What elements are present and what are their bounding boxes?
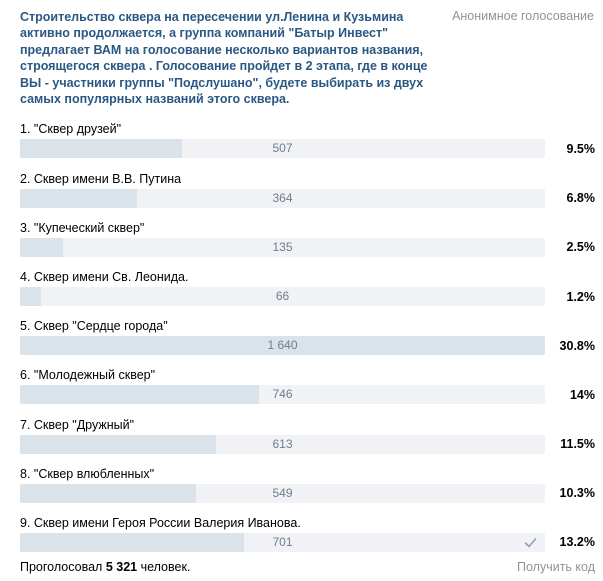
poll-option-label: 3. "Купеческий сквер": [20, 220, 145, 235]
poll-option-bar[interactable]: 613: [20, 434, 545, 454]
poll-option-count: 549: [272, 485, 293, 500]
poll-option-bar-fill: [20, 434, 217, 454]
poll-option[interactable]: 1. "Сквер друзей" 507 9.5%: [20, 121, 595, 170]
poll-type-label: Анонимное голосование: [452, 9, 594, 23]
poll-option-bar-fill: [20, 188, 137, 208]
poll-option-count: 613: [272, 436, 293, 451]
poll-header: Строительство сквера на пересечении ул.Л…: [20, 0, 595, 107]
voters-suffix: человек.: [140, 560, 191, 574]
poll-option-bar-fill: [20, 336, 545, 356]
poll-option-count: 1 640: [267, 338, 298, 353]
poll-option-label: 7. Сквер "Дружный": [20, 417, 135, 432]
poll-options: 1. "Сквер друзей" 507 9.5% 2. Сквер имени В…: [20, 121, 595, 564]
poll-question: Строительство сквера на пересечении ул.Л…: [20, 10, 428, 107]
check-icon: [524, 538, 537, 548]
poll-option-count: 507: [272, 141, 293, 156]
poll-option-row: 701 13.2%: [20, 532, 595, 552]
poll-option-bar[interactable]: 364: [20, 188, 545, 208]
poll-option-row: 66 1.2%: [20, 287, 595, 306]
poll-option[interactable]: 9. Сквер имени Героя России Валерия Иван…: [20, 515, 595, 564]
poll-option-percent: 6.8%: [566, 191, 596, 206]
poll-option[interactable]: 8. "Сквер влюбленных" 549 10.3%: [20, 466, 595, 515]
poll-option-count: 135: [272, 239, 293, 254]
poll-option-bar-fill: [20, 483, 196, 503]
poll-option-label: 2. Сквер имени В.В. Путина: [20, 171, 182, 186]
get-code-link[interactable]: Получить код: [517, 560, 595, 574]
poll-option[interactable]: 4. Сквер имени Св. Леонида. 66 1.2%: [20, 269, 595, 318]
poll-option-percent: 10.3%: [559, 486, 595, 501]
poll-option-count: 66: [275, 289, 290, 303]
voters-total: Проголосовал 5 321 человек.: [20, 560, 190, 574]
poll-option-percent: 11.5%: [560, 437, 595, 452]
poll-option-bar-fill: [20, 532, 245, 552]
poll-option-bar[interactable]: 135: [20, 237, 545, 257]
poll-option[interactable]: 5. Сквер "Сердце города" 1 640 30.8%: [20, 318, 595, 367]
poll-option-bar-fill: [20, 237, 64, 257]
poll-option-bar[interactable]: 507: [20, 139, 545, 159]
poll-footer: Проголосовал 5 321 человек. Получить код: [20, 560, 595, 574]
poll-option-bar[interactable]: 1 640: [20, 336, 545, 356]
voters-count: 5 321: [105, 560, 138, 574]
poll-option-row: 746 14%: [20, 385, 595, 405]
poll-option-label: 1. "Сквер друзей": [20, 122, 122, 137]
poll-option-bar-fill: [20, 385, 259, 405]
poll-option-label: 8. "Сквер влюбленных": [20, 466, 155, 481]
poll-option[interactable]: 6. "Молодежный сквер" 746 14%: [20, 367, 595, 416]
poll-option-count: 701: [272, 534, 293, 549]
poll-option-percent: 2.5%: [566, 240, 596, 255]
poll-option-label: 9. Сквер имени Героя России Валерия Иван…: [20, 515, 301, 530]
poll-option-bar-fill: [20, 139, 183, 159]
poll-option-bar-fill: [20, 287, 41, 306]
poll-option-count: 364: [272, 190, 293, 205]
poll-option-row: 507 9.5%: [20, 139, 596, 159]
voters-prefix: Проголосовал: [20, 560, 103, 574]
poll-option-row: 364 6.8%: [20, 188, 596, 208]
poll-option-label: 6. "Молодежный сквер": [20, 368, 156, 383]
poll-option[interactable]: 7. Сквер "Дружный" 613 11.5%: [20, 417, 595, 466]
poll-option-bar[interactable]: 746: [20, 385, 545, 405]
poll-option[interactable]: 2. Сквер имени В.В. Путина 364 6.8%: [20, 171, 595, 220]
poll-option-bar[interactable]: 701: [20, 532, 545, 552]
poll-option-percent: 14%: [569, 387, 595, 402]
poll-option-bar[interactable]: 549: [20, 483, 545, 503]
poll-option-percent: 9.5%: [566, 141, 596, 156]
poll-option-percent: 13.2%: [559, 535, 595, 550]
poll-option-label: 4. Сквер имени Св. Леонида.: [20, 270, 189, 284]
poll-option-label: 5. Сквер "Сердце города": [20, 319, 168, 334]
poll-option-row: 1 640 30.8%: [20, 336, 595, 356]
poll-option[interactable]: 3. "Купеческий сквер" 135 2.5%: [20, 220, 595, 269]
poll-option-count: 746: [272, 387, 293, 402]
poll-option-bar[interactable]: 66: [20, 287, 545, 306]
poll-option-percent: 1.2%: [566, 289, 596, 304]
poll-option-row: 549 10.3%: [20, 483, 595, 503]
poll-option-percent: 30.8%: [559, 338, 595, 353]
poll-option-row: 135 2.5%: [20, 237, 596, 257]
poll-option-row: 613 11.5%: [20, 434, 595, 454]
